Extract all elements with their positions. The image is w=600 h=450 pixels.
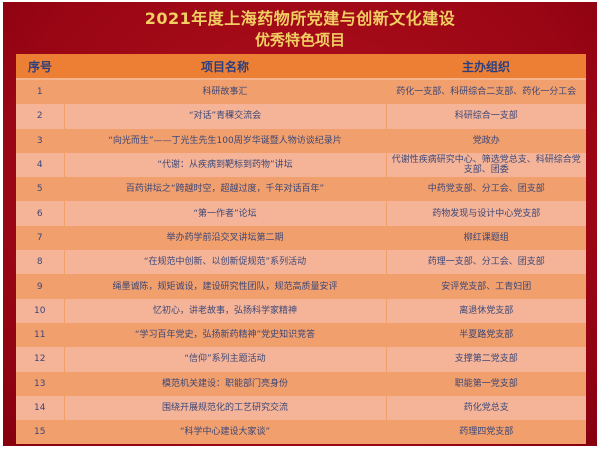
- cell-name: 忆初心，讲老故事，弘扬科学家精神: [64, 298, 387, 323]
- cell-name: “学习百年党史，弘扬新药精神”党史知识竞答: [64, 322, 387, 348]
- cell-org: 半夏路党支部: [386, 322, 586, 348]
- table-row: 15 “科学中心建设大家谈” 药理四党支部: [16, 420, 586, 445]
- cell-org: 药理一支部、分工会、团支部: [386, 250, 586, 275]
- cell-no: 2: [16, 104, 65, 129]
- cell-org: 职能第一党支部: [386, 371, 586, 396]
- cell-no: 14: [16, 395, 65, 421]
- page-title: 2021年度上海药物所党建与创新文化建设: [144, 9, 456, 28]
- cell-no: 15: [16, 420, 65, 445]
- cell-name: “信仰”系列主题活动: [64, 347, 387, 372]
- cell-org: 科研综合一支部: [386, 104, 586, 129]
- cell-no: 9: [16, 274, 65, 299]
- cell-name: 绳墨诚陈，规矩诚设，建设研究性团队，规范高质量安评: [64, 274, 387, 299]
- projects-table: 序号 项目名称 主办组织 1 科研故事汇 药化一支部、科研综合二支部、药化一分工会 2…: [16, 54, 586, 445]
- cell-no: 3: [16, 128, 65, 153]
- table-row: 4 “代谢：从疾病到靶标到药物”讲坛 代谢性疾病研究中心、筛选党总支、科研综合党支部…: [16, 152, 586, 178]
- table-row: 11 “学习百年党史，弘扬新药精神”党史知识竞答 半夏路党支部: [16, 322, 586, 348]
- cell-org: 党政办: [386, 128, 586, 153]
- cell-org: 药理四党支部: [386, 420, 586, 445]
- cell-org: 柳红课题组: [386, 225, 586, 251]
- cell-name: “在规范中创新、以创新促规范”系列活动: [64, 250, 387, 275]
- header-name: 项目名称: [64, 54, 386, 80]
- page-subtitle: 优秀特色项目: [254, 31, 345, 49]
- cell-name: “对话”青稞交流会: [64, 104, 387, 129]
- cell-org: 中药党支部、分工会、团支部: [386, 177, 586, 202]
- cell-no: 11: [16, 322, 65, 348]
- cell-no: 4: [16, 152, 65, 178]
- cell-org: 安评党支部、工青妇团: [386, 274, 586, 299]
- table-row: 9 绳墨诚陈，规矩诚设，建设研究性团队，规范高质量安评 安评党支部、工青妇团: [16, 274, 586, 299]
- cell-name: “第一作者”论坛: [64, 201, 387, 226]
- cell-name: “代谢：从疾病到靶标到药物”讲坛: [64, 152, 387, 178]
- table-row: 12 “信仰”系列主题活动 支撑第二党支部: [16, 347, 586, 372]
- cell-no: 12: [16, 347, 65, 372]
- cell-no: 1: [16, 79, 65, 105]
- cell-name: “向光而生”——丁光生先生100周岁华诞暨人物访谈纪录片: [64, 128, 387, 153]
- table-row: 6 “第一作者”论坛 药物发现与设计中心党支部: [16, 201, 586, 226]
- cell-name: 围绕开展规范化的工艺研究交流: [64, 395, 387, 421]
- cell-name: “科学中心建设大家谈”: [64, 420, 387, 445]
- table-row: 8 “在规范中创新、以创新促规范”系列活动 药理一支部、分工会、团支部: [16, 250, 586, 275]
- cell-name: 举办药学前沿交叉讲坛第二期: [64, 225, 387, 251]
- cell-org: 支撑第二党支部: [386, 347, 586, 372]
- cell-no: 10: [16, 298, 65, 323]
- table-row: 5 百药讲坛之“跨越时空，超越过度，千年对话百年” 中药党支部、分工会、团支部: [16, 177, 586, 202]
- table-row: 10 忆初心，讲老故事，弘扬科学家精神 离退休党支部: [16, 298, 586, 323]
- cell-org: 离退休党支部: [386, 298, 586, 323]
- table-row: 1 科研故事汇 药化一支部、科研综合二支部、药化一分工会: [16, 79, 586, 105]
- table-row: 13 模范机关建设：职能部门亮身份 职能第一党支部: [16, 371, 586, 396]
- cell-no: 5: [16, 177, 65, 202]
- table-row: 3 “向光而生”——丁光生先生100周岁华诞暨人物访谈纪录片 党政办: [16, 128, 586, 153]
- cell-name: 模范机关建设：职能部门亮身份: [64, 371, 387, 396]
- cell-no: 8: [16, 250, 65, 275]
- cell-no: 6: [16, 201, 65, 226]
- header-org: 主办组织: [386, 54, 586, 80]
- table-header: 序号 项目名称 主办组织: [16, 54, 586, 80]
- cell-org: 药物发现与设计中心党支部: [386, 201, 586, 226]
- cell-no: 7: [16, 225, 65, 251]
- cell-name: 百药讲坛之“跨越时空，超越过度，千年对话百年”: [64, 177, 387, 202]
- header-no: 序号: [16, 54, 64, 80]
- cell-name: 科研故事汇: [64, 79, 387, 105]
- cell-no: 13: [16, 371, 65, 396]
- cell-org: 药化一支部、科研综合二支部、药化一分工会: [386, 79, 586, 105]
- table-row: 7 举办药学前沿交叉讲坛第二期 柳红课题组: [16, 225, 586, 251]
- cell-org: 药化党总支: [386, 395, 586, 421]
- table-row: 14 围绕开展规范化的工艺研究交流 药化党总支: [16, 395, 586, 421]
- cell-org: 代谢性疾病研究中心、筛选党总支、科研综合党支部、团委: [386, 152, 586, 178]
- table-row: 2 “对话”青稞交流会 科研综合一支部: [16, 104, 586, 129]
